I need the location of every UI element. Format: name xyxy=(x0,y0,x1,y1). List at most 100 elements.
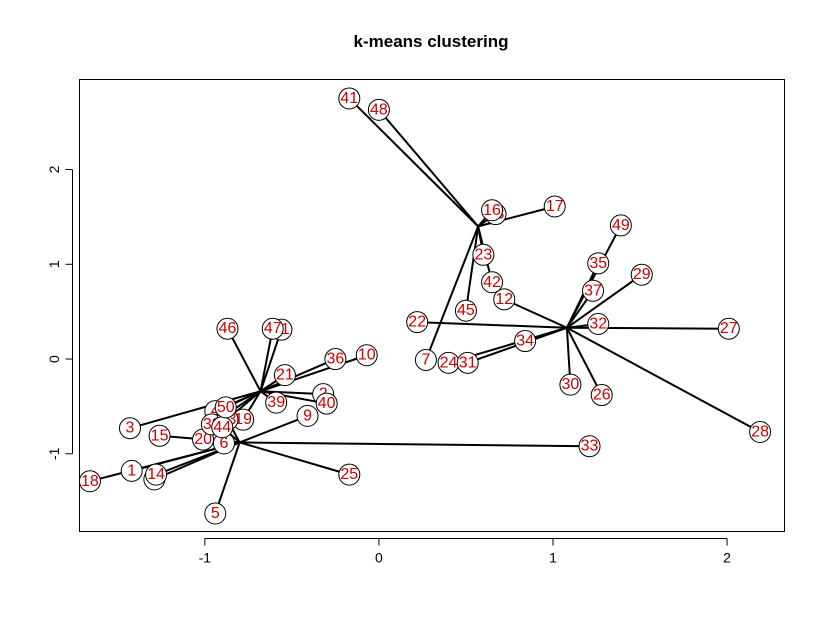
cluster-segment xyxy=(503,298,568,329)
y-axis: -1 0 1 2 xyxy=(46,165,73,460)
data-point: 3 xyxy=(118,417,141,440)
point-marker xyxy=(338,87,361,110)
data-point: 46 xyxy=(216,317,239,340)
cluster-segment xyxy=(424,226,480,361)
cluster-segment xyxy=(239,441,350,476)
x-axis: -1 0 1 2 xyxy=(199,538,731,566)
point-label: 25 xyxy=(340,466,358,483)
point-marker xyxy=(749,421,772,444)
cluster-segment xyxy=(378,109,479,228)
point-label: 39 xyxy=(267,394,285,411)
data-point: 48 xyxy=(367,98,390,121)
data-point: 10 xyxy=(355,344,378,367)
point-label: 32 xyxy=(589,315,607,332)
point-label: 21 xyxy=(276,367,294,384)
data-point: 36 xyxy=(324,348,347,371)
point-marker xyxy=(324,348,347,371)
point-marker xyxy=(481,199,504,222)
point-marker xyxy=(265,391,288,414)
data-point: 9 xyxy=(296,404,319,427)
y-tick-label: -1 xyxy=(46,447,62,460)
point-marker xyxy=(493,288,516,311)
chart-title: k-means clustering xyxy=(354,32,509,51)
point-label: 46 xyxy=(219,320,237,337)
y-tick-label: 2 xyxy=(46,165,62,173)
point-label: 33 xyxy=(581,438,599,455)
point-label: 14 xyxy=(147,466,165,483)
plot-frame xyxy=(79,79,785,532)
point-marker xyxy=(582,279,605,302)
data-point: 1 xyxy=(120,459,143,482)
data-point: 28 xyxy=(749,421,772,444)
point-marker xyxy=(315,392,338,415)
data-point: 14 xyxy=(145,463,168,486)
cluster-segment xyxy=(214,442,241,514)
cluster-segment xyxy=(348,97,479,228)
point-label: 50 xyxy=(217,399,235,416)
y-tick-label: 1 xyxy=(46,260,62,268)
data-point: 15 xyxy=(148,424,171,447)
point-label: 15 xyxy=(151,427,169,444)
data-point: 45 xyxy=(454,299,477,322)
data-point: 25 xyxy=(338,463,361,486)
data-point: 50 xyxy=(214,396,237,419)
point-marker xyxy=(543,195,566,218)
x-tick-label: 2 xyxy=(723,550,731,566)
data-point: 18 xyxy=(78,470,101,493)
x-tick-label: -1 xyxy=(199,550,212,566)
cluster-segment xyxy=(566,224,622,329)
data-point: 31 xyxy=(456,351,479,374)
data-point: 5 xyxy=(204,502,227,525)
point-marker xyxy=(216,317,239,340)
point-label: 5 xyxy=(211,505,220,522)
point-marker xyxy=(406,311,429,334)
point-label: 31 xyxy=(459,354,477,371)
point-marker xyxy=(273,364,296,387)
point-label: 26 xyxy=(593,387,611,404)
cluster-segment xyxy=(239,414,308,444)
point-marker xyxy=(587,312,610,335)
point-label: 47 xyxy=(264,320,282,337)
point-label: 48 xyxy=(370,101,388,118)
point-marker xyxy=(414,348,437,371)
point-label: 16 xyxy=(483,202,501,219)
point-marker xyxy=(78,470,101,493)
point-marker xyxy=(118,417,141,440)
point-marker xyxy=(204,502,227,525)
point-label: 49 xyxy=(612,217,630,234)
point-label: 44 xyxy=(213,419,231,436)
x-tick-label: 1 xyxy=(549,550,557,566)
data-point: 24 xyxy=(437,351,460,374)
point-marker xyxy=(120,459,143,482)
point-label: 4 xyxy=(211,403,220,420)
point-marker xyxy=(338,463,361,486)
data-point: 49 xyxy=(609,214,632,237)
cluster-segment xyxy=(566,327,603,396)
data-point: 16 xyxy=(481,199,504,222)
data-point: 17 xyxy=(543,195,566,218)
point-marker xyxy=(514,330,537,353)
data-point: 47 xyxy=(261,317,284,340)
cluster-segment xyxy=(566,326,761,433)
point-marker xyxy=(609,214,632,237)
cluster-segment xyxy=(239,441,590,448)
point-marker xyxy=(456,351,479,374)
point-label: 28 xyxy=(751,424,769,441)
point-label: 22 xyxy=(408,314,426,331)
point-label: 9 xyxy=(303,407,312,424)
point-marker xyxy=(481,271,504,294)
point-marker xyxy=(717,317,740,340)
point-label: 18 xyxy=(81,473,99,490)
point-marker xyxy=(261,317,284,340)
data-point: 41 xyxy=(338,87,361,110)
data-point: 34 xyxy=(514,330,537,353)
cluster-segment xyxy=(566,273,643,329)
data-point: 37 xyxy=(582,279,605,302)
data-point: 21 xyxy=(273,364,296,387)
x-tick-label: 0 xyxy=(375,550,383,566)
point-label: 10 xyxy=(358,347,376,364)
data-point: 40 xyxy=(315,392,338,415)
point-label: 36 xyxy=(326,351,344,368)
point-label: 40 xyxy=(318,395,336,412)
point-label: 29 xyxy=(633,266,651,283)
